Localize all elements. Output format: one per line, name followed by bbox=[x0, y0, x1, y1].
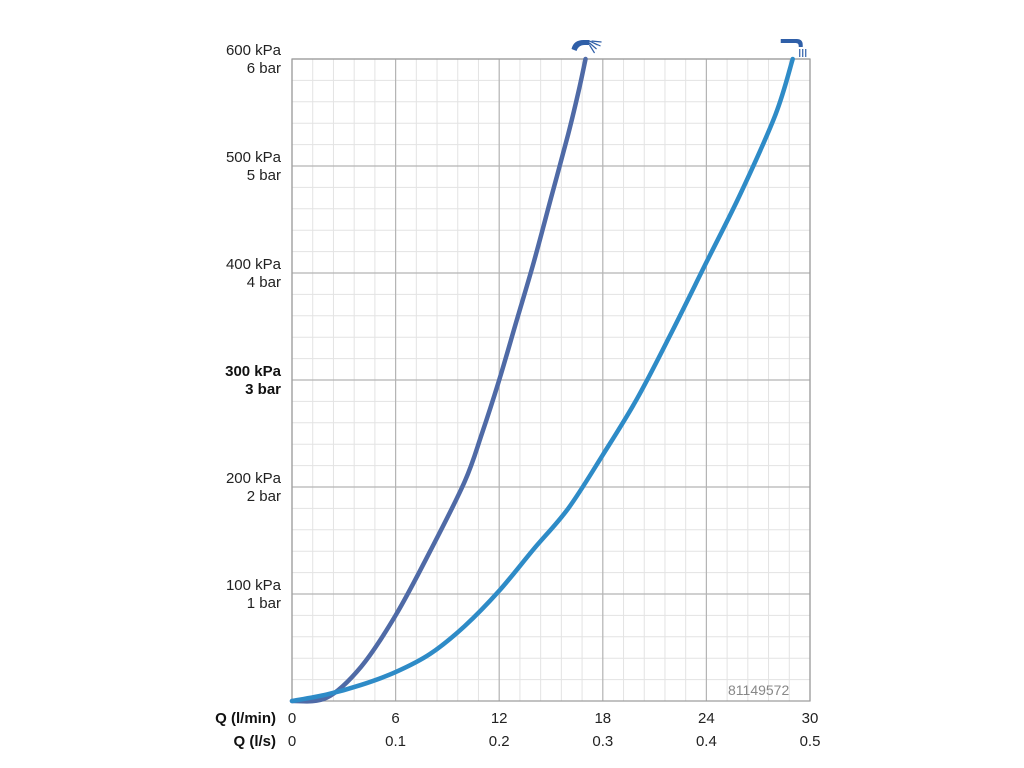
x-tick-label-lps: 0 bbox=[288, 733, 296, 750]
y-tick-label-bar: 5 bar bbox=[247, 167, 281, 184]
x-axis-ticks: 0 0 6 0.1 12 0.2 18 0.3 24 0.4 30 0.5 bbox=[288, 710, 821, 750]
y-tick-label-bar: 2 bar bbox=[247, 488, 281, 505]
x-tick-label-lpm: 6 bbox=[391, 710, 399, 727]
y-tick-label-kpa: 400 kPa bbox=[226, 256, 282, 273]
x-tick-label-lps: 0.2 bbox=[489, 733, 510, 750]
x-tick-label-lpm: 18 bbox=[594, 710, 611, 727]
series-layer bbox=[289, 56, 795, 704]
major-grid bbox=[291, 58, 811, 701]
reference-id: 81149572 bbox=[728, 682, 789, 698]
x-tick-label-lpm: 24 bbox=[698, 710, 715, 727]
x-tick-label-lps: 0.1 bbox=[385, 733, 406, 750]
y-tick-label-kpa: 600 kPa bbox=[226, 42, 282, 59]
y-tick-label-bar: 1 bar bbox=[247, 595, 281, 612]
series-line-bath-spout bbox=[289, 56, 795, 704]
x-tick-label-lps: 0.4 bbox=[696, 733, 717, 750]
y-tick-label-kpa: 500 kPa bbox=[226, 149, 282, 166]
y-tick-label-kpa: 100 kPa bbox=[226, 577, 282, 594]
x-tick-label-lpm: 0 bbox=[288, 710, 296, 727]
y-tick-label-kpa: 200 kPa bbox=[226, 470, 282, 487]
series-icons bbox=[571, 39, 807, 57]
x-axis-label-lps: Q (l/s) bbox=[233, 733, 276, 750]
y-tick-label-bar: 4 bar bbox=[247, 274, 281, 291]
x-tick-label-lpm: 12 bbox=[491, 710, 508, 727]
series-line-shower-head bbox=[289, 56, 588, 704]
x-tick-label-lpm: 30 bbox=[802, 710, 819, 727]
x-axis-label-lpm: Q (l/min) bbox=[215, 710, 276, 727]
y-tick-label-bar: 3 bar bbox=[245, 381, 281, 398]
bath-spout-icon bbox=[780, 39, 807, 57]
shower-head-spray-icon bbox=[571, 40, 602, 54]
x-tick-label-lps: 0.5 bbox=[800, 733, 821, 750]
x-tick-label-lps: 0.3 bbox=[592, 733, 613, 750]
y-tick-label-kpa: 300 kPa bbox=[225, 363, 282, 380]
plot-frame bbox=[291, 58, 811, 702]
y-tick-label-bar: 6 bar bbox=[247, 60, 281, 77]
